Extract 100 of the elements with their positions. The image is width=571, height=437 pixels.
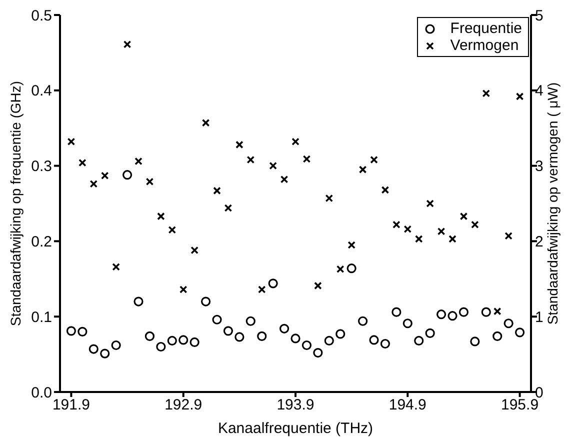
point [234, 332, 244, 342]
point [414, 336, 424, 346]
point [414, 235, 423, 243]
point [504, 232, 512, 240]
y-axis-title: Standaardafwijking op frequentie (GHz) [8, 80, 24, 326]
point [348, 241, 356, 249]
point [157, 212, 165, 220]
point [280, 175, 288, 184]
point [246, 316, 256, 326]
point [292, 138, 300, 146]
point [78, 158, 86, 167]
point [190, 246, 198, 254]
point [112, 262, 120, 271]
point [381, 186, 390, 194]
legend-label: Frequentie [450, 20, 522, 37]
point [88, 344, 98, 354]
point [257, 331, 267, 342]
point [302, 155, 311, 163]
point [122, 170, 132, 180]
y-tick-label: 0.1 [31, 308, 52, 326]
x-tick-label: 193.9 [276, 396, 314, 414]
point [179, 286, 188, 294]
point [100, 172, 109, 180]
point [134, 296, 144, 306]
point [279, 324, 290, 334]
point [504, 318, 514, 328]
y2-tick-label: 2 [535, 234, 544, 251]
point [460, 212, 468, 220]
point [358, 166, 367, 174]
point [268, 278, 278, 288]
point [336, 329, 346, 339]
x-axis-title: Kanaalfrequentie (THz) [218, 420, 374, 437]
point [123, 40, 132, 48]
point [369, 335, 379, 345]
point [213, 186, 221, 195]
point [471, 220, 479, 229]
legend-label: Vermogen [450, 37, 519, 54]
point [236, 140, 244, 149]
point [458, 307, 469, 317]
point [202, 118, 210, 127]
point [514, 328, 525, 338]
y-tick-label: 0.2 [31, 234, 52, 251]
point [212, 314, 222, 324]
point [90, 180, 98, 188]
point [134, 157, 142, 166]
point [358, 316, 368, 326]
point [178, 335, 188, 345]
point [448, 235, 456, 243]
point [324, 336, 334, 346]
y-tick-label: 0.0 [31, 384, 52, 402]
point [370, 156, 378, 164]
point [156, 342, 166, 352]
y-tick-label: 0.5 [31, 7, 52, 24]
x-tick-label: 194.9 [388, 396, 426, 414]
point [336, 265, 344, 273]
point [200, 296, 211, 306]
point [258, 286, 266, 294]
y-tick-label: 0.4 [31, 82, 52, 100]
x-tick-label: 191.9 [52, 396, 90, 414]
point [436, 310, 446, 320]
point [314, 282, 322, 290]
point [67, 138, 76, 146]
point [492, 331, 502, 342]
y2-tick-label: 3 [535, 158, 544, 176]
point [144, 331, 155, 342]
point [392, 307, 402, 317]
point [190, 337, 200, 348]
point [325, 194, 334, 202]
y-tick-label: 0.3 [31, 158, 52, 176]
point [146, 178, 154, 186]
point [290, 334, 300, 344]
point [481, 307, 491, 317]
point [426, 200, 434, 208]
y2-tick-label: 1 [535, 308, 544, 326]
point [167, 336, 177, 346]
point [224, 204, 232, 212]
point [425, 328, 435, 338]
point [78, 326, 88, 336]
point [100, 348, 110, 358]
y2-axis-title: Standaardafwijking op vermogen ( μW) [544, 82, 561, 325]
point [269, 162, 277, 170]
point [448, 311, 458, 321]
point [111, 340, 121, 350]
point [66, 326, 76, 336]
point [302, 340, 312, 350]
point [380, 338, 390, 349]
point [470, 336, 480, 346]
y2-tick-label: 4 [535, 82, 544, 100]
point [313, 348, 323, 358]
point [402, 318, 412, 328]
point [516, 92, 524, 100]
point [168, 226, 176, 234]
point [223, 326, 234, 336]
point [482, 90, 490, 98]
point [493, 307, 502, 316]
point [392, 220, 400, 229]
x-tick-label: 192.9 [164, 396, 202, 414]
point [437, 228, 446, 236]
point [346, 264, 356, 274]
x-tick-label: 195.9 [501, 396, 539, 414]
